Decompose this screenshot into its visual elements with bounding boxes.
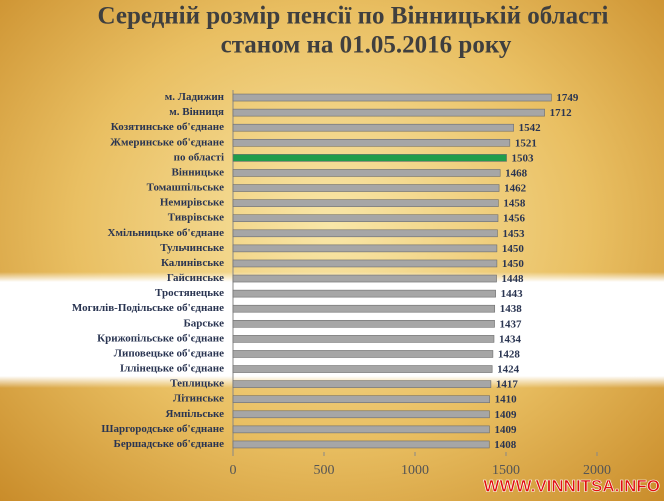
bar: [232, 274, 497, 283]
category-label: Немирівське: [160, 197, 224, 209]
bar: [232, 289, 496, 298]
value-label: 1428: [498, 348, 521, 360]
bar: [232, 335, 495, 343]
chart-title: станом на 01.05.2016 року: [221, 32, 512, 59]
category-label: м. Ладижин: [165, 91, 225, 103]
value-label: 1434: [499, 333, 522, 345]
bar: [232, 319, 495, 328]
bar: [232, 229, 498, 238]
category-label: Тиврівське: [168, 212, 224, 224]
bar: [232, 108, 545, 117]
watermark: WWW.VINNITSA.INFO: [483, 476, 660, 495]
category-label: м. Вінниця: [169, 106, 224, 118]
value-label: 1410: [495, 394, 518, 406]
category-label: Козятинське об'єднане: [111, 121, 224, 133]
value-label: 1438: [500, 303, 523, 315]
x-tick-label: 0: [230, 463, 237, 478]
value-label: 1503: [512, 152, 535, 164]
category-label: Барське: [183, 317, 224, 329]
bar: [232, 410, 490, 419]
category-label: Тульчинське: [160, 242, 224, 254]
x-tick-label: 1500: [492, 463, 520, 478]
category-label: Крижопільське об'єднане: [97, 332, 224, 344]
category-label: Липовецьке об'єднане: [114, 347, 224, 359]
category-label: Могилів-Подільське об'єднане: [72, 302, 224, 314]
bar: [232, 440, 490, 449]
bar: [232, 425, 490, 434]
category-label: Ямпільське: [166, 408, 225, 420]
value-label: 1409: [494, 409, 517, 421]
value-label: 1450: [502, 243, 525, 255]
category-label: Іллінецьке об'єднане: [120, 363, 224, 375]
value-label: 1417: [496, 379, 519, 391]
value-label: 1542: [519, 122, 542, 134]
bar: [232, 365, 493, 373]
bar: [232, 154, 507, 162]
bar: [232, 380, 492, 388]
bar: [232, 350, 494, 358]
value-label: 1462: [504, 183, 526, 195]
value-label: 1453: [502, 228, 525, 240]
value-label: 1409: [494, 424, 517, 436]
bar: [232, 244, 498, 253]
chart-title: Середній розмір пенсії по Вінницькій обл…: [98, 3, 609, 30]
x-tick-label: 1000: [401, 463, 429, 478]
value-label: 1749: [556, 92, 579, 104]
bar: [232, 395, 490, 404]
bar: [232, 304, 496, 313]
category-label: Вінницьке: [171, 166, 224, 178]
value-label: 1448: [502, 273, 525, 285]
value-label: 1424: [497, 364, 519, 376]
value-label: 1450: [502, 258, 525, 270]
category-label: Жмеринське об'єднане: [110, 136, 224, 148]
bar: [232, 214, 499, 223]
value-label: 1468: [505, 167, 528, 179]
category-label: Бершадське об'єднане: [114, 438, 225, 450]
bar: [232, 184, 500, 192]
value-label: 1443: [501, 288, 523, 300]
bar: [232, 169, 501, 177]
category-label: Шаргородське об'єднане: [101, 423, 224, 435]
x-tick-label: 2000: [583, 463, 611, 478]
category-label: Тростянецьке: [155, 287, 224, 299]
value-label: 1456: [503, 213, 526, 225]
category-label: Хмільницьке об'єднане: [108, 227, 225, 239]
value-label: 1521: [515, 137, 537, 149]
category-label: Калинівське: [161, 257, 224, 269]
value-label: 1458: [503, 198, 525, 210]
category-label: Гайсинське: [167, 272, 224, 284]
bar: [232, 93, 552, 102]
category-label: Літинське: [173, 393, 224, 405]
category-label: Томашпільське: [147, 182, 224, 194]
value-label: 1437: [500, 318, 523, 330]
value-label: 1712: [550, 107, 573, 119]
bar: [232, 138, 511, 147]
bar: [232, 123, 514, 132]
category-label: Теплицьке: [170, 378, 224, 390]
bar: [232, 259, 498, 268]
value-label: 1408: [494, 439, 516, 451]
category-label: по області: [174, 151, 224, 163]
bar: [232, 199, 499, 207]
x-tick-label: 500: [314, 463, 335, 478]
